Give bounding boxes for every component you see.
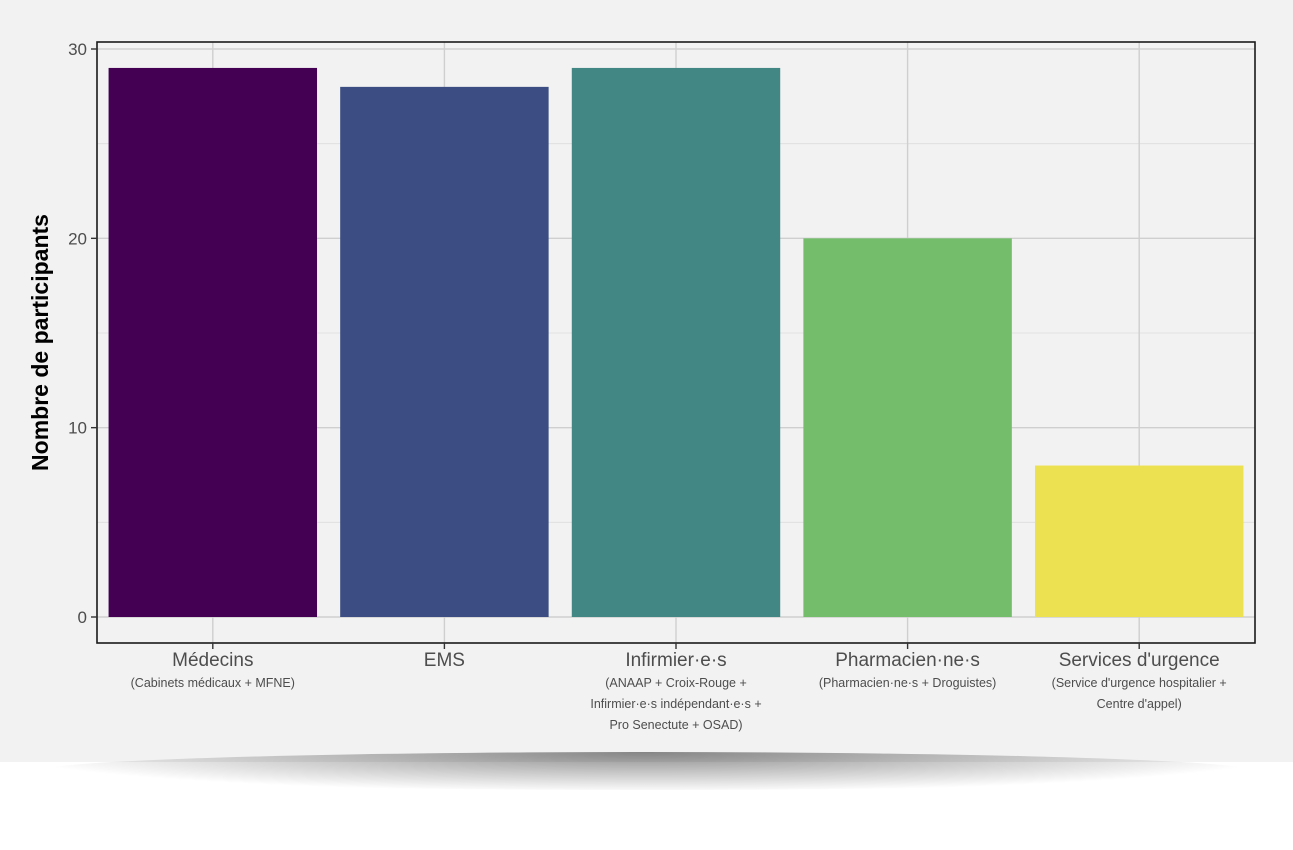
x-tick-sublabel: Infirmier·e·s indépendant·e·s + xyxy=(590,697,761,711)
bar xyxy=(803,238,1012,618)
y-axis: 0 10 20 30 xyxy=(68,40,97,627)
x-tick-label: EMS xyxy=(424,650,465,671)
x-tick-sublabel: Pro Senectute + OSAD) xyxy=(609,718,742,732)
bar xyxy=(340,86,549,617)
x-tick-label: Pharmacien·ne·s xyxy=(835,650,980,671)
x-tick-sublabel: (Pharmacien·ne·s + Droguistes) xyxy=(819,676,997,690)
y-tick-label: 30 xyxy=(68,40,87,59)
y-tick-label: 10 xyxy=(68,419,87,438)
x-tick-label: Médecins xyxy=(172,650,253,671)
bars xyxy=(108,67,1244,618)
x-axis: Médecins (Cabinets médicaux + MFNE) EMS Inf… xyxy=(131,643,1227,732)
bar xyxy=(571,67,781,617)
x-tick-sublabel: Centre d'appel) xyxy=(1097,697,1182,711)
y-axis-title: Nombre de participants xyxy=(27,214,53,471)
x-tick-sublabel: (ANAAP + Croix-Rouge + xyxy=(605,676,747,690)
bar xyxy=(1034,465,1244,617)
x-tick-sublabel: (Cabinets médicaux + MFNE) xyxy=(131,676,295,690)
card-shadow xyxy=(40,752,1253,790)
y-tick-label: 0 xyxy=(78,608,87,627)
bar xyxy=(108,67,318,617)
y-tick-label: 20 xyxy=(68,229,87,248)
x-tick-label: Infirmier·e·s xyxy=(625,650,726,671)
x-tick-label: Services d'urgence xyxy=(1059,650,1220,671)
x-tick-sublabel: (Service d'urgence hospitalier + xyxy=(1052,676,1227,690)
